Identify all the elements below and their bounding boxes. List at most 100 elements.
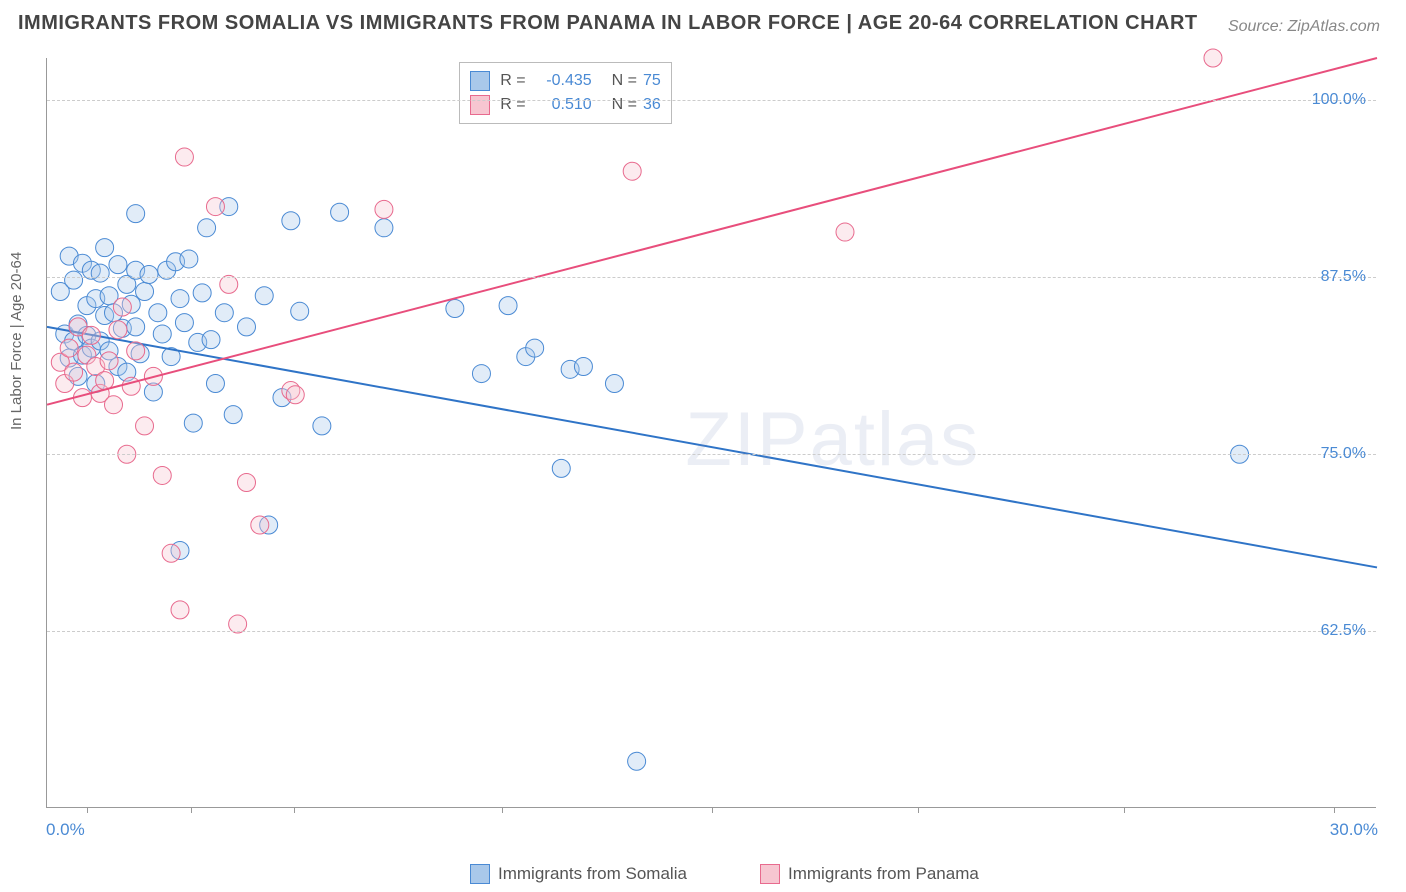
x-tick xyxy=(502,807,503,813)
scatter-svg xyxy=(47,58,1377,808)
data-point xyxy=(65,271,83,289)
data-point xyxy=(313,417,331,435)
data-point xyxy=(574,357,592,375)
data-point xyxy=(206,374,224,392)
data-point xyxy=(162,544,180,562)
legend-swatch xyxy=(470,71,490,91)
data-point xyxy=(202,331,220,349)
data-point xyxy=(136,282,154,300)
data-point xyxy=(375,219,393,237)
x-tick xyxy=(87,807,88,813)
data-point xyxy=(375,200,393,218)
data-point xyxy=(109,256,127,274)
legend-r-label: R = xyxy=(500,96,525,114)
series-legend-1: Immigrants from Somalia xyxy=(470,864,687,884)
x-tick xyxy=(712,807,713,813)
data-point xyxy=(446,299,464,317)
x-tick xyxy=(1334,807,1335,813)
legend-label: Immigrants from Panama xyxy=(788,864,979,884)
y-tick-label: 62.5% xyxy=(1321,622,1366,640)
y-axis-label: In Labor Force | Age 20-64 xyxy=(8,252,25,430)
data-point xyxy=(499,297,517,315)
data-point xyxy=(96,372,114,390)
data-point xyxy=(331,203,349,221)
data-point xyxy=(628,752,646,770)
data-point xyxy=(224,406,242,424)
data-point xyxy=(1204,49,1222,67)
legend-r-value: 0.510 xyxy=(532,96,592,114)
data-point xyxy=(105,396,123,414)
data-point xyxy=(238,474,256,492)
data-point xyxy=(127,205,145,223)
legend-n-label: N = xyxy=(612,72,637,90)
regression-line xyxy=(47,58,1377,405)
y-tick-label: 100.0% xyxy=(1312,91,1366,109)
gridline xyxy=(47,631,1376,632)
x-tick xyxy=(918,807,919,813)
data-point xyxy=(140,266,158,284)
data-point xyxy=(215,304,233,322)
data-point xyxy=(526,339,544,357)
data-point xyxy=(60,339,78,357)
data-point xyxy=(286,386,304,404)
data-point xyxy=(180,250,198,268)
legend-row: R = -0.435 N = 75 xyxy=(470,69,660,93)
data-point xyxy=(127,318,145,336)
series-legend-2: Immigrants from Panama xyxy=(760,864,979,884)
x-tick xyxy=(294,807,295,813)
legend-swatch xyxy=(760,864,780,884)
data-point xyxy=(153,325,171,343)
data-point xyxy=(153,466,171,484)
data-point xyxy=(91,264,109,282)
data-point xyxy=(149,304,167,322)
data-point xyxy=(206,198,224,216)
data-point xyxy=(171,290,189,308)
x-min-label: 0.0% xyxy=(46,820,85,840)
data-point xyxy=(184,414,202,432)
correlation-legend: R = -0.435 N = 75 R = 0.510 N = 36 xyxy=(459,62,671,124)
x-max-label: 30.0% xyxy=(1330,820,1378,840)
data-point xyxy=(109,321,127,339)
data-point xyxy=(82,326,100,344)
legend-n-value: 36 xyxy=(643,96,661,114)
data-point xyxy=(552,459,570,477)
data-point xyxy=(472,365,490,383)
gridline xyxy=(47,277,1376,278)
data-point xyxy=(291,302,309,320)
x-tick xyxy=(1124,807,1125,813)
data-point xyxy=(193,284,211,302)
data-point xyxy=(127,342,145,360)
data-point xyxy=(100,352,118,370)
data-point xyxy=(282,212,300,230)
data-point xyxy=(198,219,216,237)
legend-swatch xyxy=(470,864,490,884)
data-point xyxy=(96,239,114,257)
chart-container: IMMIGRANTS FROM SOMALIA VS IMMIGRANTS FR… xyxy=(0,0,1406,892)
data-point xyxy=(122,377,140,395)
chart-title: IMMIGRANTS FROM SOMALIA VS IMMIGRANTS FR… xyxy=(18,12,1198,35)
data-point xyxy=(605,374,623,392)
data-point xyxy=(255,287,273,305)
legend-r-label: R = xyxy=(500,72,525,90)
gridline xyxy=(47,454,1376,455)
gridline xyxy=(47,100,1376,101)
data-point xyxy=(113,298,131,316)
data-point xyxy=(175,314,193,332)
legend-n-label: N = xyxy=(612,96,637,114)
y-tick-label: 87.5% xyxy=(1321,268,1366,286)
legend-r-value: -0.435 xyxy=(532,72,592,90)
source-label: Source: ZipAtlas.com xyxy=(1228,18,1380,36)
data-point xyxy=(238,318,256,336)
legend-swatch xyxy=(470,95,490,115)
regression-line xyxy=(47,327,1377,568)
data-point xyxy=(836,223,854,241)
data-point xyxy=(251,516,269,534)
x-tick xyxy=(191,807,192,813)
legend-label: Immigrants from Somalia xyxy=(498,864,687,884)
plot-area: ZIPatlas R =-0.435N =75R =0.510N =36 62.… xyxy=(46,58,1376,808)
data-point xyxy=(136,417,154,435)
y-tick-label: 75.0% xyxy=(1321,445,1366,463)
data-point xyxy=(623,162,641,180)
legend-row: R = 0.510 N = 36 xyxy=(470,93,660,117)
legend-n-value: 75 xyxy=(643,72,661,90)
